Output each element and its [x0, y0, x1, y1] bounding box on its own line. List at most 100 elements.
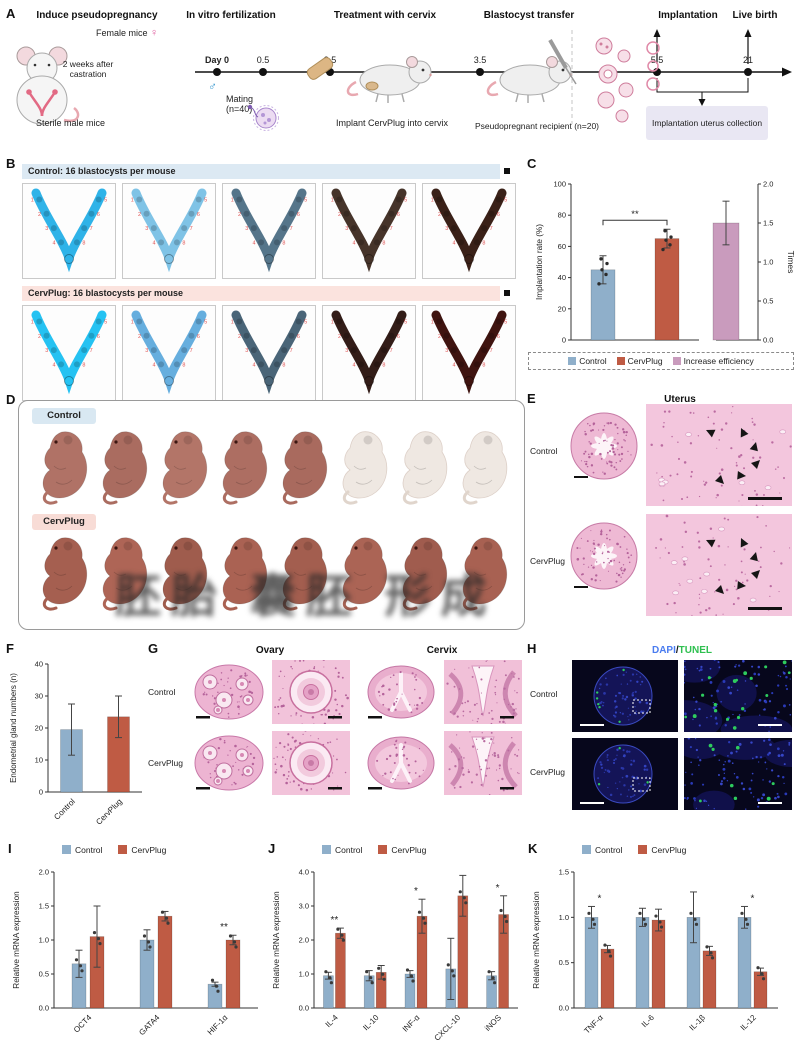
control-blastocyst-header: Control: 16 blastocysts per mouse [22, 164, 500, 179]
control-link-marker [504, 168, 510, 174]
svg-text:4: 4 [253, 362, 256, 368]
svg-text:IL-6: IL-6 [640, 1013, 657, 1030]
g-row-cervplug-label: CervPlug [148, 758, 183, 768]
legend-cervplug-text: CervPlug [627, 356, 663, 366]
panel-k-label: K [528, 841, 538, 856]
recipient-note: Pseudopregnant recipient (n=20) [474, 121, 600, 131]
svg-text:5: 5 [404, 320, 407, 326]
svg-text:1: 1 [231, 198, 234, 204]
dapi-label: DAPI [651, 645, 676, 656]
timeline-21: 21 [742, 55, 753, 65]
svg-text:*: * [414, 886, 418, 897]
cervplug-uterus-section-image [570, 522, 638, 590]
svg-text:0.0: 0.0 [763, 336, 773, 345]
svg-text:4: 4 [53, 362, 56, 368]
svg-text:5: 5 [304, 320, 307, 326]
svg-text:1.5: 1.5 [763, 219, 773, 228]
svg-text:1.5: 1.5 [39, 902, 49, 911]
svg-text:TNF-α: TNF-α [582, 1013, 605, 1036]
legend-control-text: Control [579, 356, 607, 366]
panel-d-label: D [6, 392, 16, 407]
svg-text:2.0: 2.0 [39, 868, 49, 877]
svg-text:20: 20 [558, 304, 566, 313]
transfer-rings-icon [646, 41, 660, 91]
cervplug-swatch [616, 357, 625, 365]
svg-text:0: 0 [39, 788, 43, 797]
svg-text:IL-1β: IL-1β [688, 1013, 708, 1033]
panel-g-label: G [148, 641, 159, 656]
svg-text:7: 7 [490, 226, 493, 232]
timeline-graphic [195, 29, 792, 124]
timeline-0-5: 0.5 [256, 55, 270, 65]
svg-text:**: ** [331, 915, 339, 926]
svg-text:40: 40 [558, 273, 566, 282]
svg-text:6: 6 [297, 212, 300, 218]
female-mouse-icon [16, 46, 80, 125]
svg-text:80: 80 [558, 211, 566, 220]
step-in-vitro-fertilization: In vitro fertilization [186, 10, 276, 21]
female-mice-label: Female mice ♀ [96, 27, 158, 40]
k-legend-control: Control [582, 845, 622, 855]
tunel-label: TUNEL [678, 645, 713, 656]
svg-text:5: 5 [104, 320, 107, 326]
svg-text:2: 2 [38, 334, 41, 340]
mating-n-label: (n=40) [226, 104, 253, 114]
uterus-title: Uterus [664, 394, 696, 405]
svg-text:7: 7 [90, 348, 93, 354]
svg-text:2: 2 [238, 212, 241, 218]
svg-text:*: * [496, 883, 500, 894]
svg-text:100: 100 [553, 180, 566, 189]
svg-text:8: 8 [482, 240, 485, 246]
i-legend-control: Control [62, 845, 102, 855]
cervplug-swatch [378, 845, 388, 854]
svg-text:7: 7 [190, 226, 193, 232]
svg-text:2: 2 [138, 334, 141, 340]
svg-text:1: 1 [431, 198, 434, 204]
svg-text:1: 1 [131, 320, 134, 326]
svg-text:4: 4 [453, 240, 456, 246]
j-legend-cervplug: CervPlug [378, 845, 426, 855]
increase-efficiency-chart: 0.0 0.5 1.0 1.5 2.0 Times [712, 180, 794, 345]
svg-text:3: 3 [345, 348, 348, 354]
svg-text:INF-α: INF-α [401, 1013, 422, 1034]
svg-text:2.0: 2.0 [299, 936, 309, 945]
control-ovary-zoom-image [272, 660, 350, 724]
control-swatch [322, 845, 331, 854]
svg-text:0.5: 0.5 [763, 297, 773, 306]
svg-text:1.5: 1.5 [559, 868, 569, 877]
legend-cervplug: CervPlug [616, 356, 663, 366]
svg-text:4: 4 [153, 240, 156, 246]
svg-text:7: 7 [190, 348, 193, 354]
blastocyst-cluster-icon [595, 37, 634, 123]
svg-text:Relative mRNA expression: Relative mRNA expression [532, 891, 541, 989]
svg-text:Times: Times [786, 251, 794, 274]
svg-text:3: 3 [245, 348, 248, 354]
svg-text:7: 7 [390, 348, 393, 354]
svg-text:1.0: 1.0 [299, 970, 309, 979]
svg-text:3: 3 [445, 348, 448, 354]
svg-text:3: 3 [45, 348, 48, 354]
cervix-header: Cervix [426, 645, 458, 656]
panel-c-legend: Control CervPlug Increase efficiency [528, 352, 794, 370]
svg-text:8: 8 [182, 362, 185, 368]
svg-text:**: ** [220, 922, 228, 933]
i-legend-control-text: Control [75, 845, 103, 855]
svg-text:IL-4: IL-4 [324, 1013, 341, 1030]
svg-text:7: 7 [390, 226, 393, 232]
svg-text:iNOS: iNOS [483, 1013, 503, 1033]
step-implantation: Implantation [658, 10, 718, 21]
control-swatch [568, 357, 577, 365]
e-row-cervplug-label: CervPlug [530, 556, 565, 566]
svg-text:20: 20 [35, 724, 43, 733]
svg-text:3.0: 3.0 [299, 902, 309, 911]
cervplug-swatch [118, 845, 128, 854]
svg-text:7: 7 [290, 226, 293, 232]
cervplug-chip: CervPlug [32, 514, 96, 530]
cervplug-uteri-row: 1 5 2 6 3 7 4 8 1 5 2 6 3 7 4 8 1 5 2 6 3 7 4 8 1 5 2 6 3 7 4 8 1 5 2 6 3 7 4 8 [22, 305, 516, 401]
control-swatch [582, 845, 591, 854]
svg-text:HIF-1α: HIF-1α [206, 1013, 230, 1037]
panel-h-label: H [527, 641, 537, 656]
dapi-tunel-slash: / [675, 645, 679, 656]
svg-text:8: 8 [482, 362, 485, 368]
